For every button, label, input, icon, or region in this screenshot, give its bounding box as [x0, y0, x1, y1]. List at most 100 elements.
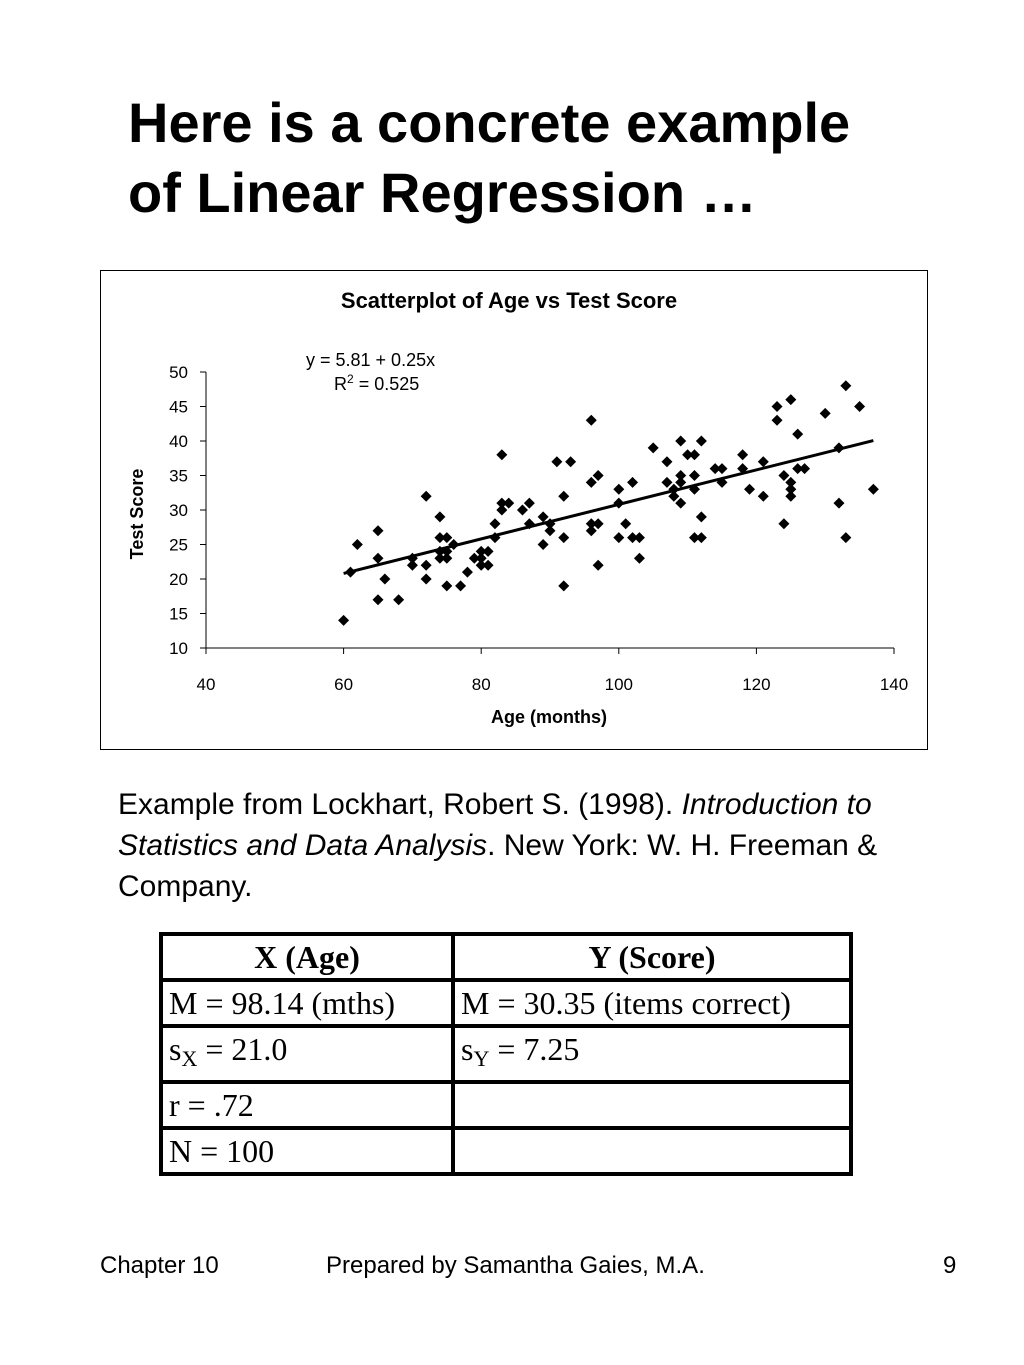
data-point: [688, 449, 700, 461]
citation-publisher: . New York: W. H. Freeman & Company.: [118, 829, 878, 903]
data-point: [675, 497, 687, 509]
data-point: [778, 518, 790, 530]
citation-text: Example from Lockhart, Robert S. (1998).: [118, 788, 682, 821]
data-point: [757, 456, 769, 468]
data-point: [523, 518, 535, 530]
footer-page-number: 9: [943, 1252, 957, 1279]
data-point: [633, 552, 645, 564]
data-point: [434, 532, 446, 544]
data-point: [441, 580, 453, 592]
data-point: [613, 532, 625, 544]
r-squared-label: R2 = 0.525: [334, 372, 419, 394]
sd-x-subscript: X: [181, 1046, 198, 1071]
data-point: [799, 463, 811, 475]
data-point: [661, 476, 673, 488]
data-point: [840, 380, 852, 392]
x-tick-label: 80: [472, 675, 491, 694]
data-point: [675, 470, 687, 481]
data-point: [688, 532, 700, 544]
data-point: [854, 401, 866, 412]
data-point: [716, 476, 728, 488]
data-point: [771, 414, 783, 426]
y-tick-label: 30: [169, 501, 188, 520]
data-point: [709, 463, 721, 475]
data-point: [757, 490, 769, 502]
data-point: [833, 497, 845, 509]
data-point: [585, 518, 597, 530]
data-point: [585, 414, 597, 426]
data-point: [351, 539, 363, 550]
table-row-sd: sX = 21.0 sY = 7.25: [159, 1024, 853, 1084]
sd-y-symbol: s: [461, 1031, 474, 1067]
data-point: [338, 614, 350, 626]
data-point: [441, 552, 453, 564]
data-point: [544, 518, 556, 530]
scatterplot-chart: Scatterplot of Age vs Test Score y = 5.8…: [127, 288, 908, 727]
data-point: [420, 490, 432, 502]
data-point: [627, 532, 639, 544]
data-point: [737, 463, 749, 475]
data-point: [372, 594, 384, 606]
data-point: [482, 559, 494, 571]
citation-book-title: Introduction to Statistics and Data Anal…: [118, 788, 872, 862]
data-point: [613, 483, 625, 495]
data-point: [558, 532, 570, 544]
data-point: [792, 428, 804, 440]
data-point: [592, 470, 604, 481]
data-point: [647, 442, 659, 454]
data-point: [695, 532, 707, 544]
y-tick-label: 15: [169, 605, 188, 624]
data-point: [420, 559, 432, 571]
source-citation: Example from Lockhart, Robert S. (1998).…: [118, 784, 958, 907]
data-point: [489, 532, 501, 544]
x-tick-label: 40: [197, 675, 216, 694]
trendline-group: [343, 439, 874, 575]
sd-x-symbol: s: [169, 1031, 182, 1067]
slide-title: Here is a concrete example of Linear Reg…: [128, 88, 988, 228]
sd-y-subscript: Y: [473, 1046, 490, 1071]
data-point: [496, 504, 508, 516]
data-point: [737, 449, 749, 461]
data-point: [344, 566, 356, 578]
y-tick-label: 45: [169, 398, 188, 417]
data-point: [448, 539, 460, 550]
data-point: [475, 552, 487, 564]
data-point: [406, 552, 418, 564]
r-squared-prefix: R: [334, 374, 347, 394]
x-axis-label: Age (months): [491, 707, 607, 727]
table-row-n: N = 100: [159, 1126, 853, 1176]
data-point: [503, 497, 515, 509]
sd-x-cell: sX = 21.0: [159, 1024, 455, 1084]
y-axis-label: Test Score: [127, 469, 147, 560]
x-tick-label: 120: [742, 675, 770, 694]
data-point: [592, 559, 604, 571]
y-tick-label: 25: [169, 536, 188, 555]
data-point: [613, 497, 625, 509]
data-point: [785, 483, 797, 495]
data-point: [558, 490, 570, 502]
table-row-mean: M = 98.14 (mths) M = 30.35 (items correc…: [159, 978, 853, 1028]
data-point: [668, 490, 680, 502]
mean-y-cell: M = 30.35 (items correct): [451, 978, 853, 1028]
data-point: [475, 559, 487, 571]
x-tick-label: 140: [880, 675, 908, 694]
data-point: [675, 476, 687, 488]
x-tick-label: 60: [334, 675, 353, 694]
table-header-row: X (Age) Y (Score): [159, 932, 853, 982]
data-point: [819, 407, 831, 419]
data-point: [627, 476, 639, 488]
mean-x-cell: M = 98.14 (mths): [159, 978, 455, 1028]
data-point: [434, 511, 446, 523]
data-point: [688, 470, 700, 481]
y-tick-label: 10: [169, 639, 188, 658]
data-point: [778, 470, 790, 481]
data-point: [565, 456, 577, 468]
data-point: [544, 525, 556, 537]
data-point: [785, 476, 797, 488]
data-point: [496, 497, 508, 509]
footer-author: Prepared by Samantha Gaies, M.A.: [326, 1252, 705, 1279]
y-tick-label: 50: [169, 363, 188, 382]
header-x-age: X (Age): [159, 932, 455, 982]
data-point: [695, 435, 707, 447]
data-point: [785, 490, 797, 502]
